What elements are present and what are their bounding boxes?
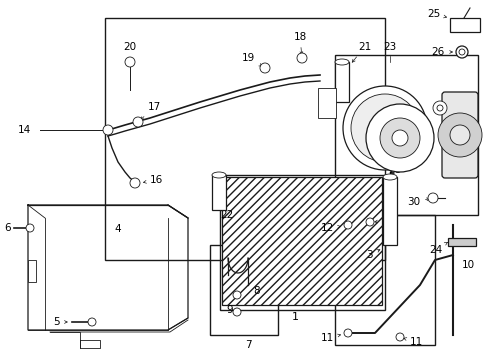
Bar: [210, 245, 278, 335]
Circle shape: [26, 224, 34, 232]
Text: 11: 11: [404, 337, 423, 347]
Circle shape: [133, 117, 143, 127]
Circle shape: [344, 221, 352, 229]
Ellipse shape: [335, 59, 349, 65]
FancyBboxPatch shape: [442, 92, 478, 178]
Text: 15: 15: [335, 95, 348, 105]
Ellipse shape: [383, 174, 397, 180]
Text: 19: 19: [242, 53, 262, 66]
Text: 2: 2: [388, 166, 394, 176]
Circle shape: [438, 113, 482, 157]
Bar: [335, 215, 435, 345]
Text: 28: 28: [389, 152, 402, 175]
Text: 22: 22: [220, 201, 233, 220]
Text: 9: 9: [226, 305, 233, 315]
Bar: [222, 177, 382, 305]
Text: 16: 16: [144, 175, 163, 185]
Text: 13: 13: [375, 215, 395, 225]
Circle shape: [130, 178, 140, 188]
Text: 21: 21: [352, 42, 371, 62]
Circle shape: [450, 125, 470, 145]
Circle shape: [233, 291, 241, 299]
Circle shape: [456, 46, 468, 58]
Text: 26: 26: [432, 47, 452, 57]
Circle shape: [103, 125, 113, 135]
Text: 30: 30: [407, 197, 430, 207]
Ellipse shape: [212, 172, 226, 178]
Text: 25: 25: [427, 9, 446, 19]
Circle shape: [366, 218, 374, 226]
Circle shape: [396, 333, 404, 341]
Bar: [212, 175, 226, 210]
Bar: [335, 62, 349, 102]
Text: 14: 14: [18, 125, 31, 135]
Bar: [220, 175, 385, 310]
Circle shape: [88, 318, 96, 326]
Circle shape: [344, 329, 352, 337]
Circle shape: [125, 57, 135, 67]
Bar: [28, 260, 36, 282]
Text: 18: 18: [294, 32, 307, 54]
Circle shape: [366, 104, 434, 172]
Bar: [450, 18, 480, 32]
Text: 5: 5: [53, 317, 67, 327]
Circle shape: [433, 101, 447, 115]
Text: 29: 29: [442, 97, 461, 107]
Circle shape: [297, 53, 307, 63]
Text: 4: 4: [115, 224, 122, 234]
Circle shape: [392, 130, 408, 146]
Circle shape: [260, 63, 270, 73]
Circle shape: [351, 94, 419, 162]
Text: 24: 24: [429, 242, 447, 255]
Bar: [383, 177, 397, 245]
Text: 8: 8: [253, 286, 260, 296]
Circle shape: [343, 86, 427, 170]
Circle shape: [233, 308, 241, 316]
Text: 27: 27: [368, 152, 383, 167]
Text: 1: 1: [292, 312, 298, 322]
Text: 17: 17: [141, 102, 161, 120]
Text: 20: 20: [123, 42, 137, 52]
Bar: [335, 55, 478, 215]
Bar: [105, 18, 385, 260]
Circle shape: [428, 193, 438, 203]
Circle shape: [380, 118, 420, 158]
Bar: [318, 88, 336, 118]
Text: 12: 12: [321, 223, 341, 233]
Circle shape: [437, 105, 443, 111]
Circle shape: [373, 116, 397, 140]
Text: 6: 6: [5, 223, 11, 233]
Text: 23: 23: [383, 42, 396, 52]
Circle shape: [459, 49, 465, 55]
Text: 3: 3: [367, 249, 380, 260]
Text: 10: 10: [462, 260, 475, 270]
Text: 7: 7: [245, 340, 251, 350]
Bar: [448, 238, 476, 246]
Text: 11: 11: [321, 333, 341, 343]
